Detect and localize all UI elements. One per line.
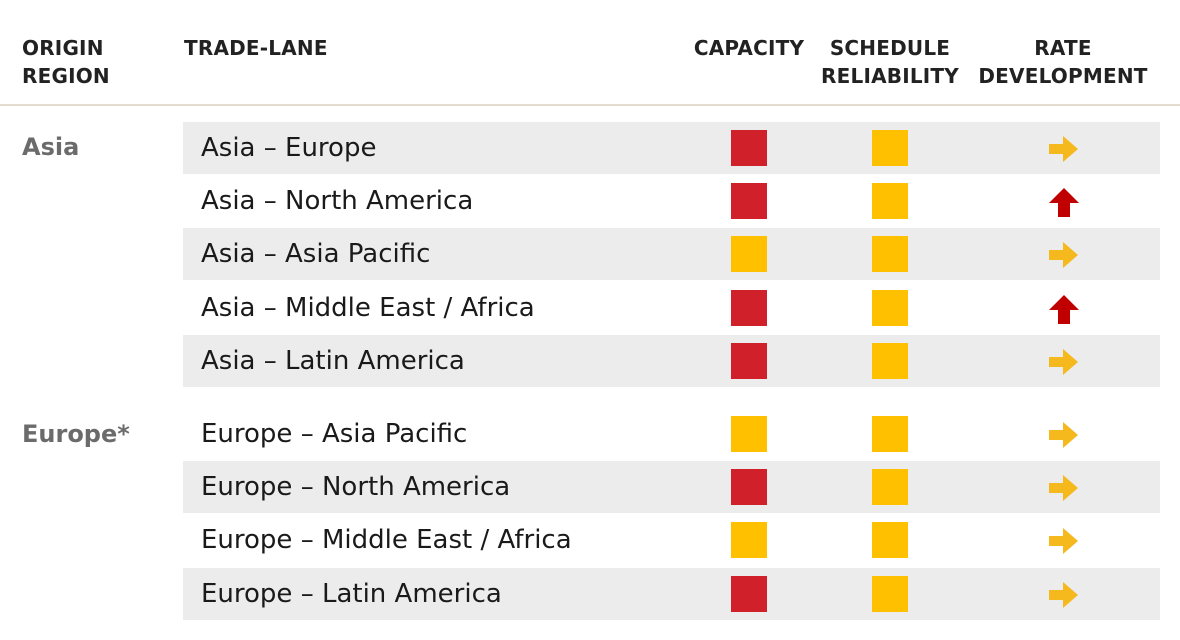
arrow-right-icon [1046,417,1082,453]
trade-lane-name: Europe – North America [201,472,511,503]
trade-lane-name: Asia – Latin America [201,345,465,376]
reliability-status-amber [872,469,908,506]
reliability-status-amber [872,236,908,273]
arrow-right-icon [1046,470,1082,506]
capacity-status-amber [731,416,767,452]
arrow-right-icon [1046,344,1082,380]
trade-lane-name: Europe – Middle East / Africa [201,525,572,556]
reliability-status-amber [872,575,908,612]
arrow-up-icon [1046,184,1082,220]
trade-lane-name: Asia – Middle East / Africa [201,292,535,323]
capacity-status-red [731,183,767,220]
table-row: Europe – Middle East / Africa [183,514,1160,566]
trade-lane-name: Asia – Europe [201,133,377,163]
reliability-status-amber [872,416,908,452]
table-row: Asia – Europe [183,122,1160,174]
arrow-right-icon [1046,577,1082,613]
table-row: Europe – North America [183,461,1160,514]
capacity-status-red [731,289,767,326]
region-label: Asia [22,133,80,161]
table-row: Asia – North America [183,175,1160,227]
header-capacity: CAPACITY [693,36,805,60]
arrow-up-icon [1046,291,1082,327]
capacity-status-amber [731,236,767,273]
region-label: Europe* [22,420,130,448]
capacity-status-red [731,469,767,506]
trade-lane-name: Asia – Asia Pacific [201,239,431,270]
capacity-status-red [731,342,767,379]
arrow-right-icon [1046,237,1082,273]
reliability-status-amber [872,342,908,379]
header-divider [0,104,1180,106]
trade-lane-name: Europe – Latin America [201,578,502,609]
reliability-status-amber [872,130,908,166]
capacity-status-red [731,575,767,612]
table-row: Europe – Latin America [183,567,1160,620]
reliability-status-amber [872,522,908,559]
capacity-status-amber [731,522,767,559]
trade-lane-name: Europe – Asia Pacific [201,419,468,449]
table-row: Asia – Asia Pacific [183,228,1160,281]
reliability-status-amber [872,289,908,326]
capacity-status-red [731,130,767,166]
table-row: Asia – Middle East / Africa [183,282,1160,334]
header-trade-lane: TRADE-LANE [184,36,328,60]
arrow-right-icon [1046,523,1082,559]
header-schedule-reliability: SCHEDULE RELIABILITY [821,36,959,88]
header-rate-development: RATE DEVELOPMENT [978,36,1148,88]
header-origin-region: ORIGIN REGION [22,36,110,88]
table-row: Asia – Latin America [183,334,1160,387]
arrow-right-icon [1046,131,1082,167]
reliability-status-amber [872,183,908,220]
trade-lane-name: Asia – North America [201,186,474,217]
table-row: Europe – Asia Pacific [183,408,1160,460]
